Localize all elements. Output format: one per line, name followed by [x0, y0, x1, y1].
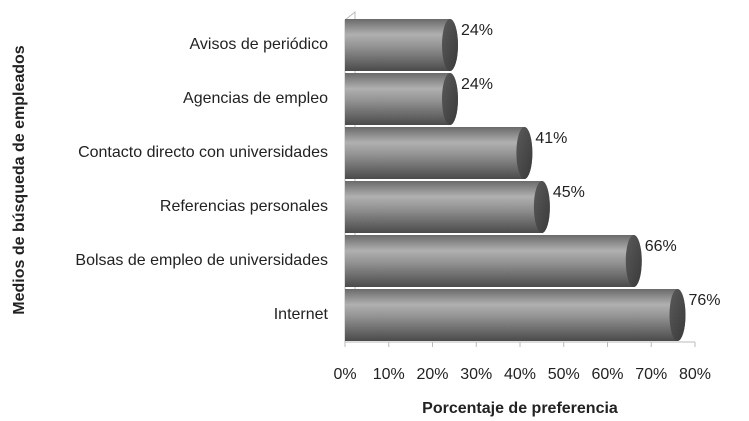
y-tick-label: Referencias personales	[160, 198, 328, 215]
x-tick-label: 20%	[416, 366, 448, 383]
x-tick-label: 50%	[548, 366, 580, 383]
bar	[345, 181, 550, 234]
x-tick-label: 30%	[460, 366, 492, 383]
x-tick-label: 0%	[333, 366, 356, 383]
x-tick-label: 10%	[373, 366, 405, 383]
data-label: 66%	[645, 238, 677, 255]
bar	[345, 127, 533, 179]
x-axis-title: Porcentaje de preferencia	[422, 400, 618, 417]
bar	[345, 19, 458, 71]
x-tick-label: 60%	[591, 366, 623, 383]
y-axis-title: Medios de búsqueda de empleados	[11, 45, 28, 314]
x-tick-label: 80%	[679, 366, 711, 383]
data-label: 24%	[461, 22, 493, 39]
data-label: 24%	[461, 76, 493, 93]
y-tick-label: Internet	[274, 306, 329, 323]
data-label: 45%	[553, 184, 585, 201]
bar	[345, 289, 686, 341]
bar	[345, 235, 642, 287]
bar	[345, 73, 458, 125]
x-tick-label: 70%	[635, 366, 667, 383]
x-tick-label: 40%	[504, 366, 536, 383]
data-label: 41%	[535, 130, 567, 147]
y-tick-label: Bolsas de empleo de universidades	[75, 252, 328, 269]
data-label: 76%	[689, 292, 721, 309]
y-tick-label: Avisos de periódico	[190, 36, 329, 53]
y-tick-label: Agencias de empleo	[183, 90, 328, 107]
y-tick-label: Contacto directo con universidades	[78, 144, 328, 161]
